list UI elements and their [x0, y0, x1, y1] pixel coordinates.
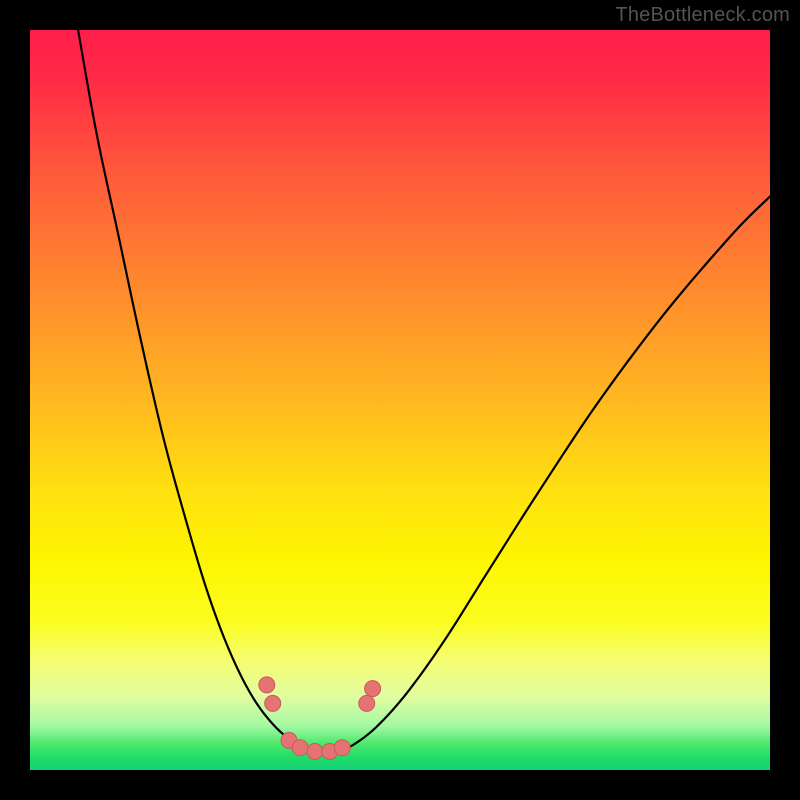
data-marker	[334, 740, 350, 756]
chart-background	[30, 30, 770, 770]
data-marker	[292, 740, 308, 756]
data-marker	[265, 695, 281, 711]
chart-container	[30, 30, 770, 770]
data-marker	[307, 744, 323, 760]
watermark-text: TheBottleneck.com	[615, 4, 790, 27]
data-marker	[259, 677, 275, 693]
bottleneck-chart	[30, 30, 770, 770]
data-marker	[365, 681, 381, 697]
data-marker	[359, 695, 375, 711]
